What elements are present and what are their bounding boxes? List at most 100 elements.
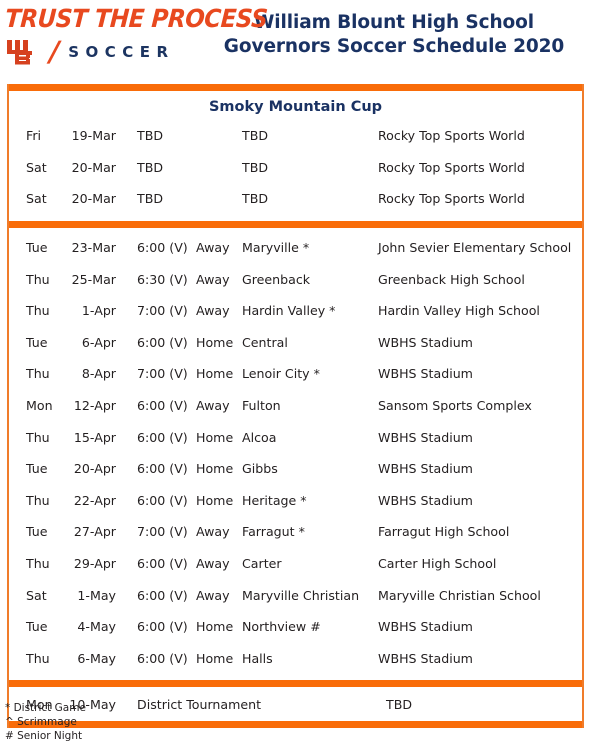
- postseason-venue: TBD: [386, 696, 413, 712]
- table-row: Mon 10-May District Tournament TBD: [9, 687, 582, 721]
- game-day: Tue: [26, 461, 48, 477]
- game-time: TBD: [137, 159, 164, 175]
- game-time: 7:00 (V): [137, 303, 188, 319]
- table-row: Tue 4-May 6:00 (V) Home Northview # WBHS Stad…: [9, 611, 582, 643]
- game-date: 15-Apr: [73, 429, 116, 445]
- game-opponent: TBD: [242, 159, 269, 175]
- game-venue: Carter High School: [378, 556, 497, 572]
- game-time: 6:30 (V): [137, 271, 188, 287]
- section-divider-mid: [9, 220, 582, 228]
- game-opponent: TBD: [242, 128, 269, 144]
- logo-wordmark: TRUST THE PROCESS: [4, 4, 269, 33]
- game-site: Home: [196, 429, 234, 445]
- game-day: Tue: [26, 240, 48, 256]
- game-venue: WBHS Stadium: [378, 492, 473, 508]
- game-date: 20-Apr: [73, 461, 116, 477]
- game-site: Home: [196, 650, 234, 666]
- game-venue: Rocky Top Sports World: [378, 128, 525, 144]
- game-time: 7:00 (V): [137, 524, 188, 540]
- game-day: Thu: [26, 271, 50, 287]
- table-row: Thu 6-May 6:00 (V) Home Halls WBHS Stadium: [9, 643, 582, 675]
- team-logo: TRUST THE PROCESS: [0, 0, 269, 68]
- game-site: Away: [196, 587, 230, 603]
- section-divider-top: [9, 84, 582, 91]
- game-day: Thu: [26, 366, 50, 382]
- game-venue: WBHS Stadium: [378, 461, 473, 477]
- game-venue: Rocky Top Sports World: [378, 159, 525, 175]
- game-time: 6:00 (V): [137, 587, 188, 603]
- wb-monogram-icon: [6, 38, 44, 66]
- game-day: Tue: [26, 334, 48, 350]
- game-opponent: Greenback: [242, 271, 311, 287]
- game-venue: Rocky Top Sports World: [378, 191, 525, 207]
- game-opponent: Carter: [242, 556, 282, 572]
- page-header: TRUST THE PROCESS: [0, 0, 600, 84]
- game-opponent: Alcoa: [242, 429, 277, 445]
- section-divider-end: [9, 721, 582, 729]
- game-date: 25-Mar: [71, 271, 116, 287]
- postseason-name: District Tournament: [137, 696, 262, 712]
- table-row: Tue 23-Mar 6:00 (V) Away Maryville * John Sev…: [9, 232, 582, 264]
- logo-sport-label: SOCCER: [68, 42, 175, 61]
- game-day: Thu: [26, 650, 50, 666]
- game-date: 27-Apr: [73, 524, 116, 540]
- table-row: Thu 15-Apr 6:00 (V) Home Alcoa WBHS Stadium: [9, 421, 582, 453]
- postseason-day: Mon: [26, 696, 53, 712]
- game-opponent: Fulton: [242, 398, 281, 414]
- game-venue: Maryville Christian School: [378, 587, 541, 603]
- tournament-section: Smoky Mountain Cup Fri 19-Mar TBD TBD Rocky …: [9, 91, 582, 221]
- game-time: 6:00 (V): [137, 492, 188, 508]
- table-row: Tue 6-Apr 6:00 (V) Home Central WBHS Stadium: [9, 327, 582, 359]
- game-site: Away: [196, 398, 230, 414]
- game-date: 1-Apr: [81, 303, 116, 319]
- game-date: 8-Apr: [81, 366, 116, 382]
- regular-season-section: Tue 23-Mar 6:00 (V) Away Maryville * John Sev…: [9, 227, 582, 681]
- game-opponent: Maryville Christian: [242, 587, 360, 603]
- game-day: Thu: [26, 492, 50, 508]
- schedule-table: Smoky Mountain Cup Fri 19-Mar TBD TBD Rocky …: [7, 84, 584, 729]
- game-site: Home: [196, 461, 234, 477]
- table-row: Thu 29-Apr 6:00 (V) Away Carter Carter High S…: [9, 548, 582, 580]
- game-site: Away: [196, 240, 230, 256]
- game-date: 12-Apr: [73, 398, 116, 414]
- table-row: Tue 27-Apr 7:00 (V) Away Farragut * Farragut …: [9, 516, 582, 548]
- game-site: Away: [196, 524, 230, 540]
- game-day: Sat: [26, 159, 47, 175]
- game-date: 19-Mar: [71, 128, 116, 144]
- game-time: 6:00 (V): [137, 240, 188, 256]
- game-opponent: TBD: [242, 191, 269, 207]
- tournament-section-title: Smoky Mountain Cup: [208, 99, 383, 115]
- game-day: Sat: [26, 191, 47, 207]
- game-time: 6:00 (V): [137, 650, 188, 666]
- table-row: Mon 12-Apr 6:00 (V) Away Fulton Sansom Sports…: [9, 390, 582, 422]
- legend-item-senior-night: # Senior Night: [5, 730, 83, 743]
- game-time: 6:00 (V): [137, 334, 188, 350]
- game-opponent: Northview #: [242, 619, 321, 635]
- game-opponent: Gibbs: [242, 461, 278, 477]
- game-date: 4-May: [77, 619, 116, 635]
- game-day: Mon: [26, 398, 53, 414]
- game-venue: Greenback High School: [378, 271, 525, 287]
- game-date: 20-Mar: [71, 191, 116, 207]
- game-opponent: Halls: [242, 650, 273, 666]
- game-date: 20-Mar: [71, 159, 116, 175]
- game-venue: John Sevier Elementary School: [378, 240, 572, 256]
- game-site: Away: [196, 556, 230, 572]
- game-venue: WBHS Stadium: [378, 366, 473, 382]
- game-opponent: Central: [242, 334, 288, 350]
- game-time: 6:00 (V): [137, 429, 188, 445]
- game-day: Sat: [26, 587, 47, 603]
- game-date: 22-Apr: [73, 492, 116, 508]
- game-opponent: Hardin Valley *: [242, 303, 336, 319]
- page-title-line2: Governors Soccer Schedule 2020: [223, 36, 565, 58]
- game-time: TBD: [137, 191, 164, 207]
- game-site: Away: [196, 271, 230, 287]
- game-venue: WBHS Stadium: [378, 619, 473, 635]
- page-title: William Blount High School Governors Soc…: [200, 0, 600, 60]
- game-site: Away: [196, 303, 230, 319]
- page-title-line1: William Blount High School: [253, 12, 535, 33]
- game-time: TBD: [137, 128, 164, 144]
- game-venue: WBHS Stadium: [378, 334, 473, 350]
- game-site: Home: [196, 619, 234, 635]
- table-row: Thu 1-Apr 7:00 (V) Away Hardin Valley * Hardi…: [9, 295, 582, 327]
